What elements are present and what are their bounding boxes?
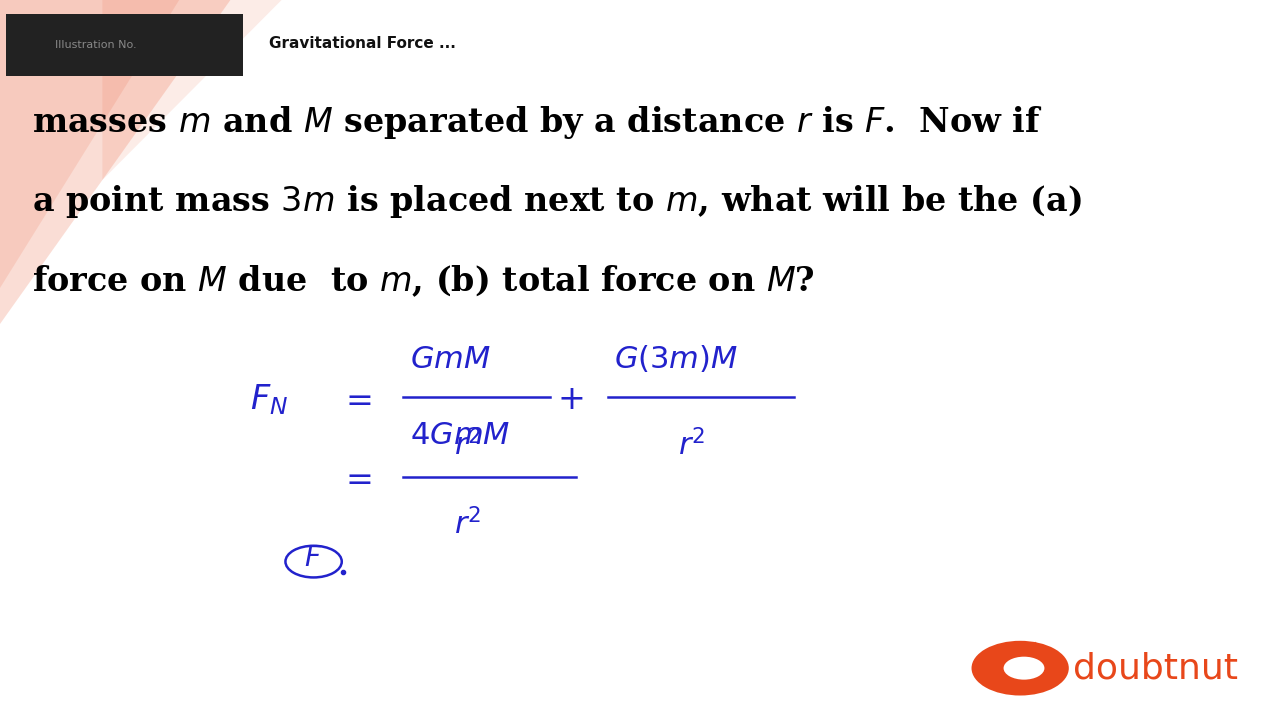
Text: $r^2$: $r^2$ [454, 428, 481, 461]
Circle shape [972, 641, 1069, 696]
Text: $r^2$: $r^2$ [678, 428, 705, 461]
Circle shape [1004, 657, 1044, 680]
Text: $=$: $=$ [339, 462, 372, 495]
Text: doubtnut: doubtnut [1073, 651, 1238, 685]
Polygon shape [102, 0, 282, 180]
Polygon shape [0, 0, 179, 288]
Text: force on $\mathit{M}$ due  to $\mathit{m}$, (b) total force on $\mathit{M}$?: force on $\mathit{M}$ due to $\mathit{m}… [32, 263, 815, 299]
Text: $4GmM$: $4GmM$ [410, 421, 509, 450]
Text: masses $\mathit{m}$ and $\mathit{M}$ separated by a distance $\mathit{r}$ is $F$: masses $\mathit{m}$ and $\mathit{M}$ sep… [32, 104, 1043, 141]
Text: Illustration No.: Illustration No. [55, 40, 137, 50]
Text: $=$: $=$ [339, 383, 372, 416]
Text: $F_N$: $F_N$ [250, 382, 288, 417]
FancyBboxPatch shape [6, 14, 243, 76]
Text: a point mass $3\mathit{m}$ is placed next to $\mathit{m}$, what will be the (a): a point mass $3\mathit{m}$ is placed nex… [32, 183, 1082, 220]
Text: Gravitational Force ...: Gravitational Force ... [269, 36, 456, 50]
Text: $G(3m)M$: $G(3m)M$ [614, 343, 739, 374]
Polygon shape [0, 0, 230, 324]
Text: $r^2$: $r^2$ [454, 508, 481, 540]
Text: ▲: ▲ [1032, 639, 1039, 649]
Text: $F$: $F$ [305, 544, 323, 572]
Text: $+$: $+$ [557, 383, 584, 416]
Text: $GmM$: $GmM$ [410, 346, 490, 374]
